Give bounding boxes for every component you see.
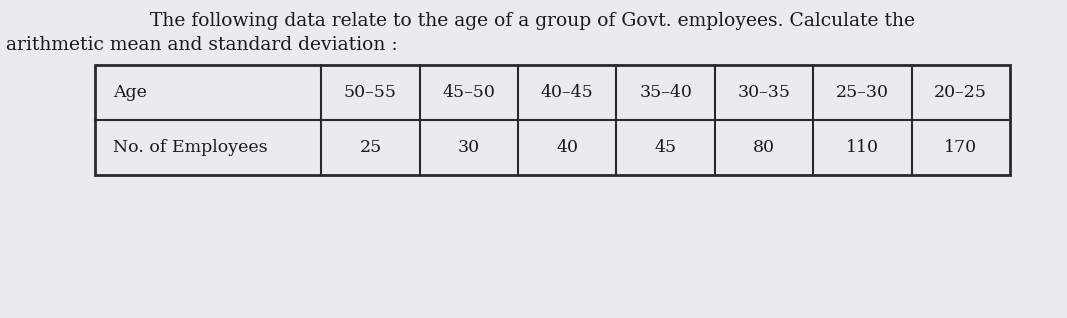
Text: arithmetic mean and standard deviation :: arithmetic mean and standard deviation : — [6, 36, 398, 54]
Bar — [95, 65, 1010, 175]
Text: 45–50: 45–50 — [443, 84, 495, 101]
Text: 20–25: 20–25 — [935, 84, 987, 101]
Text: 170: 170 — [944, 139, 977, 156]
Text: Age: Age — [113, 84, 147, 101]
Text: 30–35: 30–35 — [737, 84, 791, 101]
Text: 25: 25 — [360, 139, 382, 156]
Text: 110: 110 — [846, 139, 879, 156]
Text: 80: 80 — [753, 139, 775, 156]
Text: The following data relate to the age of a group of Govt. employees. Calculate th: The following data relate to the age of … — [150, 12, 915, 30]
Text: 40: 40 — [556, 139, 578, 156]
Text: No. of Employees: No. of Employees — [113, 139, 268, 156]
Text: 35–40: 35–40 — [639, 84, 692, 101]
Text: 45: 45 — [654, 139, 676, 156]
Text: 30: 30 — [458, 139, 480, 156]
Text: 25–30: 25–30 — [835, 84, 889, 101]
Text: 50–55: 50–55 — [344, 84, 397, 101]
Text: 40–45: 40–45 — [541, 84, 593, 101]
